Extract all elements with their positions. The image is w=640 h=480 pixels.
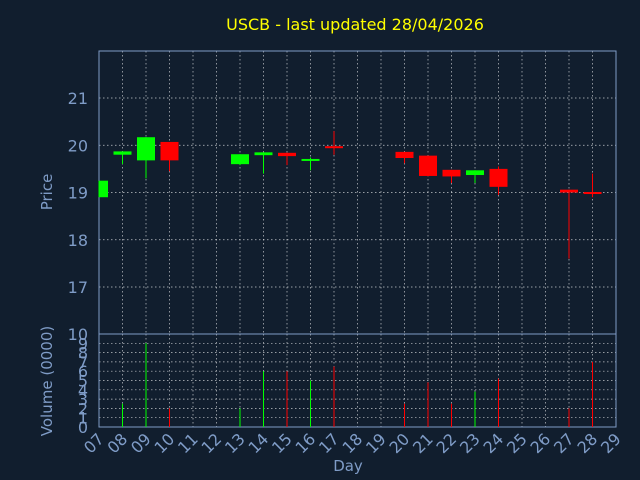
candle-body xyxy=(278,152,296,157)
volume-tick-label: 5 xyxy=(78,372,88,391)
price-tick-label: 19 xyxy=(68,184,88,203)
candle-body xyxy=(560,189,578,193)
candle-body xyxy=(301,158,320,161)
candle-body xyxy=(419,155,437,176)
price-tick-label: 21 xyxy=(68,89,88,108)
candle-body xyxy=(160,141,179,161)
volume-frame xyxy=(98,333,617,428)
candle-body xyxy=(325,146,343,149)
price-tick-label: 18 xyxy=(68,231,88,250)
candle-body xyxy=(254,152,273,156)
x-axis-label: Day xyxy=(333,457,363,475)
volume-axis-label: Volume (0000) xyxy=(38,326,56,436)
volume-tick-label: 3 xyxy=(78,390,88,409)
volume-tick-label: 2 xyxy=(78,399,88,418)
candle-body xyxy=(113,151,132,155)
volume-tick-label: 1 xyxy=(78,409,88,428)
candle-body xyxy=(583,192,602,195)
candle-body xyxy=(489,168,508,187)
candle-body xyxy=(395,151,414,159)
volume-tick-label: 7 xyxy=(78,353,88,372)
volume-tick-label: 0 xyxy=(78,418,88,437)
volume-tick-label: 4 xyxy=(78,381,88,400)
x-tick-label: 29 xyxy=(597,429,625,457)
price-axis-label: Price xyxy=(38,174,56,211)
volume-tick-label: 9 xyxy=(78,334,88,353)
price-tick-label: 17 xyxy=(68,278,88,297)
volume-tick-label: 8 xyxy=(78,344,88,363)
candle-body xyxy=(442,169,461,177)
chart-title: USCB - last updated 28/04/2026 xyxy=(226,15,484,34)
candle-body xyxy=(137,137,155,161)
candle-body xyxy=(231,154,249,165)
volume-panel: 0123456789100708091011121314151617181920… xyxy=(68,325,625,457)
volume-tick-label: 10 xyxy=(68,325,88,344)
candle-body xyxy=(466,170,484,176)
price-panel: 17 18 19 20 21 xyxy=(68,50,617,335)
price-tick-label: 20 xyxy=(68,136,88,155)
volume-tick-label: 6 xyxy=(78,362,88,381)
candle-body xyxy=(99,180,108,198)
